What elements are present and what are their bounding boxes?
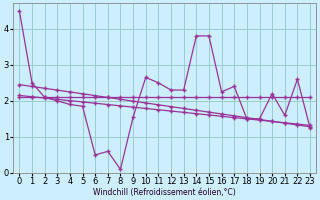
X-axis label: Windchill (Refroidissement éolien,°C): Windchill (Refroidissement éolien,°C) [93,188,236,197]
